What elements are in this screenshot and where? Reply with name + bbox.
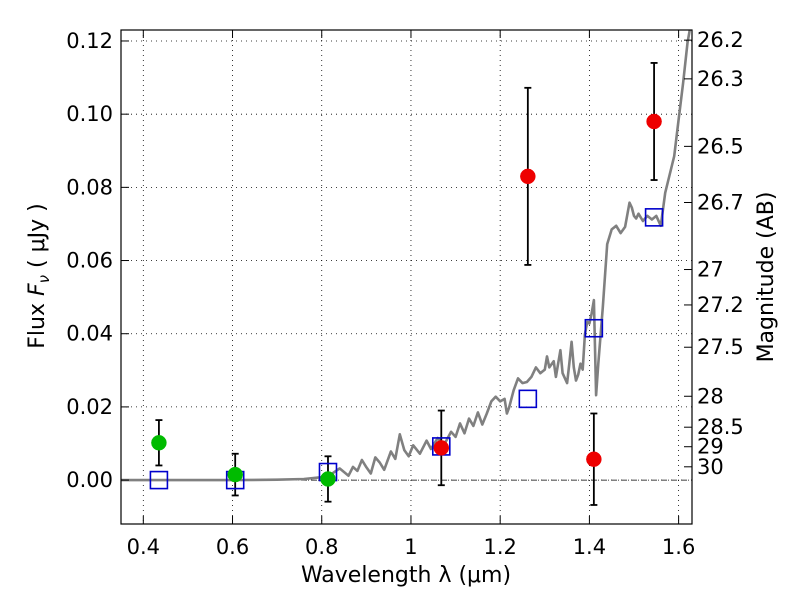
measurement-point (227, 466, 243, 483)
magnitude-tick-label: 30 (697, 455, 724, 479)
x-tick-labels: 0.4 0.6 0.8 1 1.2 1.4 1.6 (127, 535, 696, 559)
magnitude-tick-label: 27 (697, 258, 724, 282)
y-tick-label: 0.08 (66, 175, 113, 199)
magnitude-tick-label: 26.5 (697, 134, 744, 158)
model-square-marker (644, 208, 664, 227)
spectrum-line (121, 30, 692, 482)
x-tick-label: 1.4 (573, 535, 606, 559)
measurement-point (520, 168, 536, 185)
x-tick-label: 0.6 (216, 535, 249, 559)
y-axis-label-part: Flux (25, 296, 50, 349)
measurement-point (586, 451, 602, 467)
magnitude-tick-label: 26.3 (697, 67, 744, 91)
measurement-point (433, 440, 450, 456)
model-square-marker (149, 470, 169, 490)
y-axis-label-part: ν (35, 275, 53, 283)
grid-layer (121, 30, 692, 524)
y-tick-labels: 0.00 0.02 0.04 0.06 0.08 0.10 0.12 (66, 29, 113, 492)
y-axis-label-part: ( μJy ) (25, 203, 50, 275)
y-axis-label-part: F (25, 283, 50, 296)
y-tick-label: 0.10 (66, 102, 113, 126)
magnitude-tick-label: 28 (697, 384, 724, 408)
y-tick-label: 0.00 (66, 468, 113, 492)
x-tick-label: 0.4 (127, 535, 160, 559)
magnitude-tick-label: 29 (697, 435, 724, 459)
y-axis-label: Flux Fν ( μJy ) (25, 203, 53, 348)
x-tick-label: 1.2 (483, 535, 516, 559)
magnitude-tick-label: 26.7 (697, 191, 744, 215)
magnitude-tick-label: 27.5 (697, 335, 744, 359)
plot-frame (120, 29, 693, 525)
x-tick-label: 1 (404, 535, 417, 559)
y-tick-label: 0.02 (66, 395, 113, 419)
right-axis-label: Magnitude (AB) (754, 192, 779, 363)
y-tick-label: 0.12 (66, 29, 113, 53)
y-tick-label: 0.04 (66, 322, 113, 346)
marker-layer (149, 113, 664, 490)
measurement-point (646, 113, 662, 130)
measurement-point (320, 471, 336, 487)
magnitude-tick-label: 27.2 (697, 293, 744, 317)
model-square-marker (584, 318, 604, 338)
x-tick-label: 0.8 (305, 535, 338, 559)
measurement-point (151, 435, 167, 451)
y-tick-label: 0.06 (66, 249, 113, 273)
model-square-marker (518, 389, 538, 409)
tick-layer (121, 30, 692, 524)
x-axis-label: Wavelength λ (μm) (301, 563, 511, 588)
magnitude-tick-label: 28.5 (697, 415, 744, 439)
spectrum-layer (121, 30, 692, 482)
magnitude-tick-label: 26.2 (697, 28, 744, 52)
x-tick-label: 1.6 (662, 535, 695, 559)
